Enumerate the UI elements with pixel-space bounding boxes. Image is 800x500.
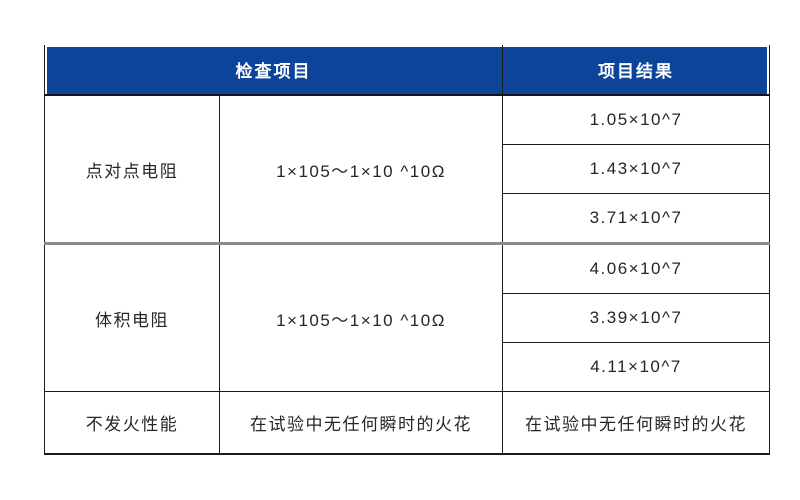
table-row: 不发火性能 在试验中无任何瞬时的火花 在试验中无任何瞬时的火花 (44, 391, 770, 455)
table-row: 1.43×10^7 (45, 144, 770, 194)
cell-result: 3.39×10^7 (502, 293, 770, 343)
table-row: 4.11×10^7 (45, 342, 770, 392)
cell-result: 4.06×10^7 (502, 242, 770, 294)
header-item-results: 项目结果 (502, 43, 770, 96)
cell-result: 3.71×10^7 (502, 193, 770, 244)
cell-result: 1.43×10^7 (502, 144, 770, 194)
cell-result: 4.11×10^7 (502, 342, 770, 392)
header-check-items: 检查项目 (44, 43, 503, 96)
cell-range-volume: 1×105～1×10 ^10Ω (219, 242, 503, 392)
cell-result: 1.05×10^7 (502, 94, 770, 145)
table-row: 点对点电阻 1×105～1×10 ^10Ω 1.05×10^7 (44, 94, 770, 244)
cell-spark-method: 在试验中无任何瞬时的火花 (219, 391, 503, 455)
cell-item-point-to-point-resistance: 点对点电阻 (44, 94, 220, 244)
cell-spark-result: 在试验中无任何瞬时的火花 (502, 391, 770, 455)
cell-item-volume-resistance: 体积电阻 (44, 242, 220, 392)
cell-item-non-sparking-performance: 不发火性能 (44, 391, 220, 455)
inspection-results-table: 检查项目 项目结果 点对点电阻 1×105～1×10 ^10Ω 1.05×10^… (44, 43, 770, 455)
cell-range-point-to-point: 1×105～1×10 ^10Ω (219, 94, 503, 244)
table-row: 3.71×10^7 (45, 193, 770, 244)
table-row: 体积电阻 1×105～1×10 ^10Ω 4.06×10^7 (44, 242, 770, 392)
table-header-row: 检查项目 项目结果 (44, 43, 770, 96)
